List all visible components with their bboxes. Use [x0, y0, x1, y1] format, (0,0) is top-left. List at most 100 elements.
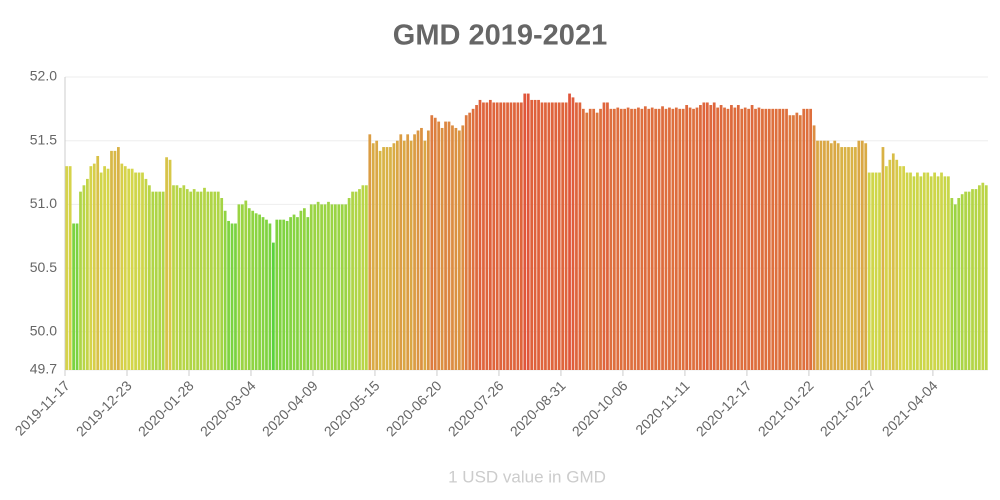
bar	[258, 214, 261, 370]
bar	[526, 93, 530, 371]
y-tick-label: 52.0	[30, 68, 57, 84]
bar	[172, 185, 175, 370]
bar	[488, 99, 492, 371]
bar	[840, 147, 844, 370]
bar	[747, 108, 751, 370]
bar	[595, 112, 599, 371]
y-tick-label: 49.7	[30, 361, 57, 377]
bar	[699, 105, 702, 370]
bar	[327, 201, 330, 370]
bar	[120, 163, 124, 370]
bar	[299, 210, 303, 370]
bar	[612, 108, 616, 370]
bar	[633, 108, 637, 370]
bar	[206, 191, 210, 370]
bar	[68, 166, 72, 370]
bar	[671, 108, 675, 370]
bar	[719, 105, 723, 370]
bar	[502, 102, 506, 370]
bar	[275, 219, 279, 370]
bar	[158, 191, 162, 370]
bar	[557, 102, 561, 370]
bar	[144, 178, 148, 370]
bar	[313, 204, 317, 370]
bar	[482, 102, 485, 370]
x-axis-title: 1 USD value in GMD	[448, 467, 606, 486]
x-tick-label: 2021-01-22	[755, 377, 817, 439]
bar	[426, 130, 430, 370]
bar	[571, 97, 575, 371]
bar	[678, 108, 682, 370]
bar	[716, 107, 720, 370]
bar	[278, 219, 282, 370]
x-tick-label: 2020-10-06	[569, 377, 631, 439]
bar	[161, 191, 165, 370]
bar	[378, 150, 382, 370]
bar	[736, 105, 740, 370]
bar	[764, 108, 768, 370]
bar	[499, 102, 503, 370]
bar	[554, 102, 558, 370]
bar	[754, 108, 757, 370]
bar	[99, 172, 103, 370]
bar	[650, 107, 654, 370]
x-tick-label: 2020-12-17	[693, 377, 755, 439]
bar	[234, 223, 237, 370]
bar	[740, 108, 744, 370]
bar	[509, 102, 513, 370]
bar	[599, 108, 602, 370]
bar	[323, 204, 327, 370]
bar	[578, 102, 582, 370]
bar	[461, 125, 465, 371]
bar	[519, 102, 523, 370]
bar	[433, 117, 437, 370]
x-tick-label: 2020-08-31	[507, 377, 569, 439]
bar	[537, 99, 540, 371]
bar	[767, 108, 771, 370]
bar	[881, 147, 885, 370]
bar	[134, 172, 137, 370]
bar	[451, 125, 454, 371]
bar	[702, 102, 706, 370]
bar	[375, 140, 379, 370]
bar	[692, 108, 695, 370]
bar	[857, 140, 861, 370]
x-tick-label: 2020-01-28	[135, 377, 197, 439]
bar	[244, 200, 248, 370]
bar	[919, 176, 923, 370]
bar	[141, 172, 144, 370]
bar	[89, 166, 93, 370]
bar	[723, 107, 726, 370]
bar	[850, 147, 854, 370]
bar	[757, 107, 761, 370]
bar	[106, 168, 110, 370]
bar	[788, 115, 792, 370]
bar	[285, 220, 289, 370]
bar	[960, 194, 964, 370]
bar	[581, 108, 585, 370]
bar	[874, 172, 878, 370]
bar	[468, 112, 472, 371]
bar	[774, 108, 778, 370]
bar	[392, 143, 396, 370]
bar	[485, 102, 489, 370]
bar	[137, 172, 141, 370]
bar	[148, 185, 151, 370]
bar	[964, 191, 967, 370]
bar	[389, 147, 392, 370]
bar	[681, 108, 685, 370]
x-tick-label: 2020-11-11	[632, 377, 693, 438]
bar	[685, 105, 689, 370]
bar	[540, 102, 544, 370]
bar	[296, 217, 299, 370]
bar	[854, 147, 857, 370]
bar	[223, 210, 227, 370]
bar	[730, 105, 733, 370]
bar	[196, 191, 199, 370]
bar	[630, 108, 633, 370]
x-tick-label: 2019-11-17	[12, 377, 73, 438]
bar	[399, 134, 403, 370]
bar	[475, 105, 478, 370]
bar	[871, 172, 875, 370]
